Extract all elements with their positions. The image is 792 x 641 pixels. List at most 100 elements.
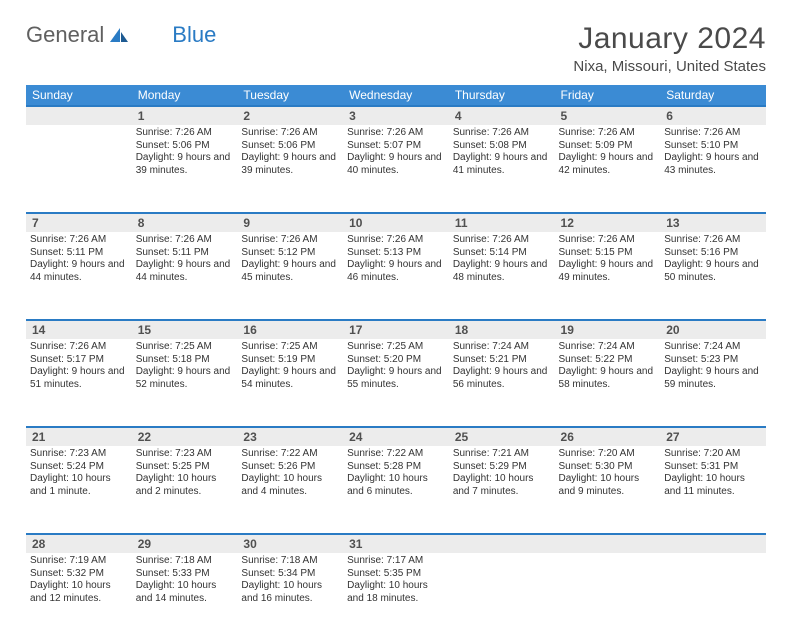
daylight-text: Daylight: 10 hours and 4 minutes. [241, 473, 339, 498]
sunset-text: Sunset: 5:08 PM [453, 140, 551, 153]
title-block: January 2024 Nixa, Missouri, United Stat… [573, 22, 766, 75]
day-content-cell: Sunrise: 7:26 AMSunset: 5:08 PMDaylight:… [449, 125, 555, 213]
sunrise-text: Sunrise: 7:26 AM [241, 127, 339, 140]
daylight-text: Daylight: 10 hours and 11 minutes. [664, 473, 762, 498]
day-number-cell: 28 [26, 534, 132, 553]
day-content-cell: Sunrise: 7:22 AMSunset: 5:28 PMDaylight:… [343, 446, 449, 534]
sunset-text: Sunset: 5:30 PM [559, 461, 657, 474]
sunrise-text: Sunrise: 7:26 AM [664, 127, 762, 140]
sunset-text: Sunset: 5:24 PM [30, 461, 128, 474]
day-content-cell: Sunrise: 7:24 AMSunset: 5:23 PMDaylight:… [660, 339, 766, 427]
daylight-text: Daylight: 9 hours and 58 minutes. [559, 366, 657, 391]
sunset-text: Sunset: 5:06 PM [241, 140, 339, 153]
sunrise-text: Sunrise: 7:26 AM [30, 234, 128, 247]
sunrise-text: Sunrise: 7:25 AM [241, 341, 339, 354]
day-content-cell: Sunrise: 7:26 AMSunset: 5:16 PMDaylight:… [660, 232, 766, 320]
daylight-text: Daylight: 9 hours and 43 minutes. [664, 152, 762, 177]
day-number-cell: 3 [343, 106, 449, 125]
day-number-cell: 20 [660, 320, 766, 339]
sunrise-text: Sunrise: 7:22 AM [347, 448, 445, 461]
sail-icon [108, 26, 130, 44]
daylight-text: Daylight: 9 hours and 44 minutes. [30, 259, 128, 284]
day-content-cell: Sunrise: 7:26 AMSunset: 5:14 PMDaylight:… [449, 232, 555, 320]
daylight-text: Daylight: 9 hours and 39 minutes. [136, 152, 234, 177]
day-content-cell: Sunrise: 7:22 AMSunset: 5:26 PMDaylight:… [237, 446, 343, 534]
day-number-cell [26, 106, 132, 125]
sunrise-text: Sunrise: 7:26 AM [453, 234, 551, 247]
month-title: January 2024 [573, 22, 766, 56]
day-number-cell: 8 [132, 213, 238, 232]
day-content-cell: Sunrise: 7:25 AMSunset: 5:18 PMDaylight:… [132, 339, 238, 427]
day-content-row: Sunrise: 7:26 AMSunset: 5:17 PMDaylight:… [26, 339, 766, 427]
weekday-header: Sunday [26, 85, 132, 106]
daylight-text: Daylight: 10 hours and 14 minutes. [136, 580, 234, 605]
sunset-text: Sunset: 5:29 PM [453, 461, 551, 474]
daylight-text: Daylight: 10 hours and 18 minutes. [347, 580, 445, 605]
sunset-text: Sunset: 5:13 PM [347, 247, 445, 260]
day-number-cell: 4 [449, 106, 555, 125]
sunset-text: Sunset: 5:18 PM [136, 354, 234, 367]
sunset-text: Sunset: 5:11 PM [136, 247, 234, 260]
weekday-header: Thursday [449, 85, 555, 106]
daylight-text: Daylight: 9 hours and 51 minutes. [30, 366, 128, 391]
day-content-cell: Sunrise: 7:26 AMSunset: 5:11 PMDaylight:… [132, 232, 238, 320]
sunset-text: Sunset: 5:28 PM [347, 461, 445, 474]
sunset-text: Sunset: 5:34 PM [241, 568, 339, 581]
sunset-text: Sunset: 5:07 PM [347, 140, 445, 153]
daylight-text: Daylight: 10 hours and 16 minutes. [241, 580, 339, 605]
day-number-cell: 9 [237, 213, 343, 232]
day-number-cell [660, 534, 766, 553]
daylight-text: Daylight: 9 hours and 56 minutes. [453, 366, 551, 391]
sunrise-text: Sunrise: 7:25 AM [347, 341, 445, 354]
daylight-text: Daylight: 9 hours and 41 minutes. [453, 152, 551, 177]
daylight-text: Daylight: 9 hours and 49 minutes. [559, 259, 657, 284]
daylight-text: Daylight: 10 hours and 9 minutes. [559, 473, 657, 498]
day-content-cell: Sunrise: 7:18 AMSunset: 5:33 PMDaylight:… [132, 553, 238, 641]
day-number-cell: 25 [449, 427, 555, 446]
sunrise-text: Sunrise: 7:24 AM [559, 341, 657, 354]
day-content-row: Sunrise: 7:23 AM Sunset: 5:24 PM Daylight:… [26, 446, 766, 534]
daylight-text: Daylight: 10 hours and 6 minutes. [347, 473, 445, 498]
day-content-cell: Sunrise: 7:26 AMSunset: 5:10 PMDaylight:… [660, 125, 766, 213]
day-number-cell: 1 [132, 106, 238, 125]
sunrise-text: Sunrise: 7:26 AM [559, 234, 657, 247]
day-content-cell: Sunrise: 7:25 AMSunset: 5:20 PMDaylight:… [343, 339, 449, 427]
daylight-text: Daylight: 10 hours and 7 minutes. [453, 473, 551, 498]
day-content-cell: Sunrise: 7:26 AMSunset: 5:06 PMDaylight:… [237, 125, 343, 213]
sunrise-text: Sunrise: 7:18 AM [136, 555, 234, 568]
day-number-cell: 27 [660, 427, 766, 446]
day-content-cell: Sunrise: 7:26 AMSunset: 5:15 PMDaylight:… [555, 232, 661, 320]
weekday-header: Saturday [660, 85, 766, 106]
sunset-text: Sunset: 5:26 PM [241, 461, 339, 474]
sunrise-text: Sunrise: 7:23 AM [136, 448, 234, 461]
day-number-cell: 13 [660, 213, 766, 232]
day-number-cell: 18 [449, 320, 555, 339]
day-content-cell: Sunrise: 7:21 AMSunset: 5:29 PMDaylight:… [449, 446, 555, 534]
day-number-cell: 11 [449, 213, 555, 232]
daylight-text: Daylight: 9 hours and 55 minutes. [347, 366, 445, 391]
day-number-cell: 26 [555, 427, 661, 446]
sunset-text: Sunset: 5:35 PM [347, 568, 445, 581]
sunrise-text: Sunrise: 7:24 AM [664, 341, 762, 354]
sunset-text: Sunset: 5:11 PM [30, 247, 128, 260]
day-content-cell: Sunrise: 7:26 AMSunset: 5:06 PMDaylight:… [132, 125, 238, 213]
daylight-text: Daylight: 9 hours and 54 minutes. [241, 366, 339, 391]
day-number-cell [449, 534, 555, 553]
day-number-cell: 29 [132, 534, 238, 553]
day-number-cell: 15 [132, 320, 238, 339]
day-number-row: 28293031 [26, 534, 766, 553]
day-number-cell: 16 [237, 320, 343, 339]
day-content-cell [555, 553, 661, 641]
day-number-cell: 7 [26, 213, 132, 232]
day-number-cell: 10 [343, 213, 449, 232]
sunset-text: Sunset: 5:10 PM [664, 140, 762, 153]
sunset-text: Sunset: 5:17 PM [30, 354, 128, 367]
day-content-cell: Sunrise: 7:25 AMSunset: 5:19 PMDaylight:… [237, 339, 343, 427]
day-content-cell [26, 125, 132, 213]
day-content-row: Sunrise: 7:26 AMSunset: 5:06 PMDaylight:… [26, 125, 766, 213]
day-number-cell: 14 [26, 320, 132, 339]
day-content-cell: Sunrise: 7:26 AMSunset: 5:07 PMDaylight:… [343, 125, 449, 213]
daylight-text: Daylight: 9 hours and 59 minutes. [664, 366, 762, 391]
day-number-cell: 31 [343, 534, 449, 553]
page-header: General Blue January 2024 Nixa, Missouri… [26, 22, 766, 75]
